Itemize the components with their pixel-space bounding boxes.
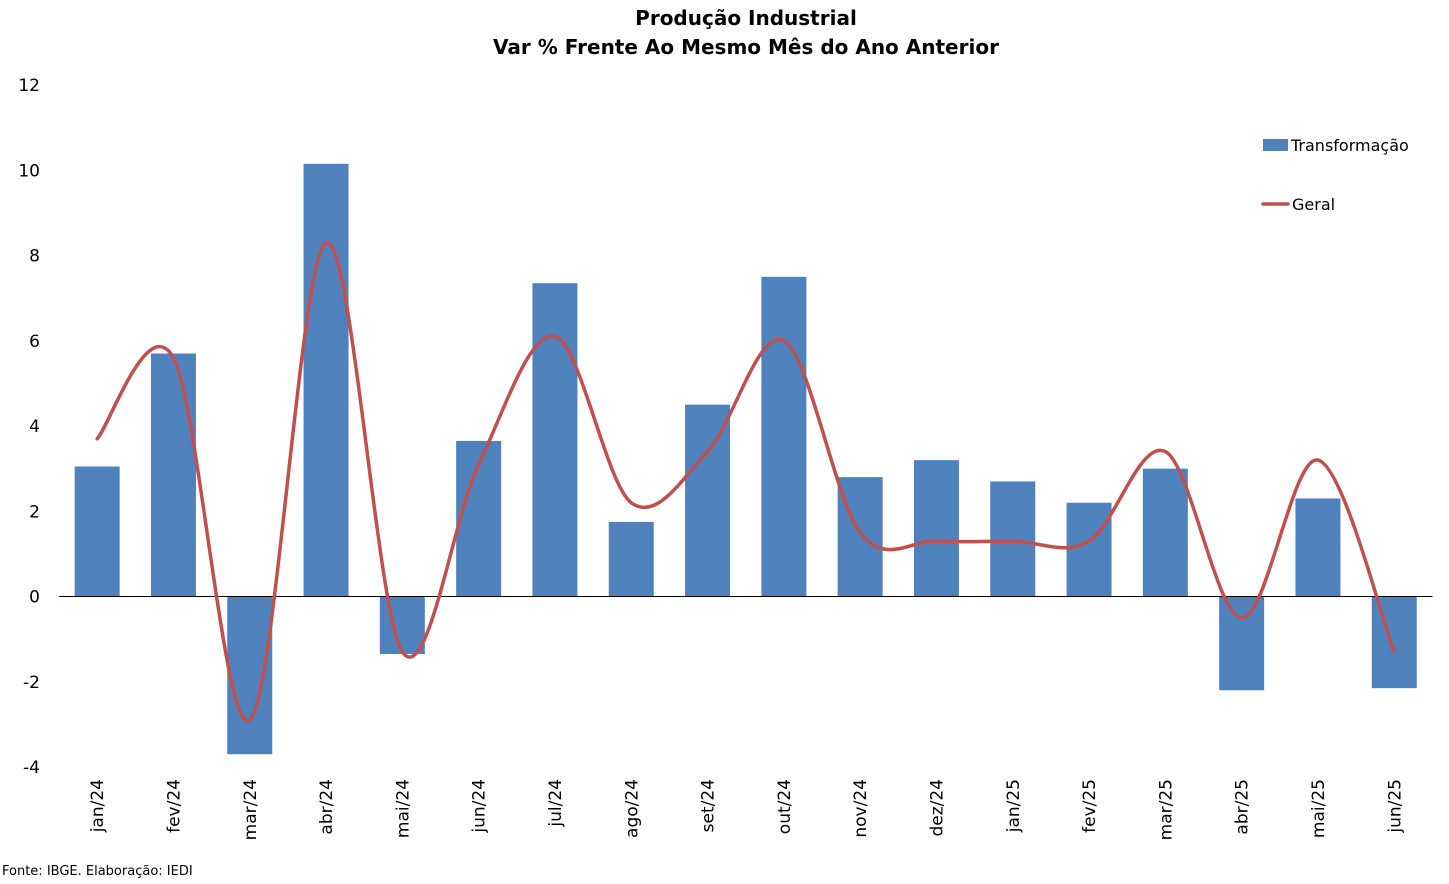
x-tick-label: mar/25 xyxy=(1156,779,1176,840)
bar-fev-24 xyxy=(150,353,196,597)
bar-jul-24 xyxy=(532,283,578,597)
bar-ago-24 xyxy=(608,521,654,597)
x-tick-label: nov/24 xyxy=(851,779,871,838)
bar-mar-25 xyxy=(1142,468,1188,597)
x-tick-label: jun/25 xyxy=(1385,779,1405,834)
x-tick-label: set/24 xyxy=(699,779,719,832)
y-axis: 12 10 8 6 4 2 0 -2 -4 xyxy=(18,76,40,778)
legend: Transformação Geral xyxy=(1261,136,1409,214)
x-axis: jan/24 fev/24 mar/24 abr/24 mai/24 jun/24 jul/… xyxy=(88,779,1405,840)
bar-fev-25 xyxy=(1066,502,1112,597)
y-tick-label: -4 xyxy=(23,758,40,778)
x-tick-label: dez/24 xyxy=(927,779,947,837)
x-tick-label: out/24 xyxy=(775,779,795,834)
x-tick-label: fev/24 xyxy=(164,779,184,833)
x-tick-label: mai/24 xyxy=(393,779,413,838)
x-tick-label: ago/24 xyxy=(622,779,642,838)
bar-out-24 xyxy=(761,276,807,597)
x-tick-label: mar/24 xyxy=(241,779,261,840)
chart-title: Produção Industrial xyxy=(635,6,857,30)
x-tick-label: jan/24 xyxy=(88,779,108,833)
x-tick-label: jan/25 xyxy=(1004,779,1024,833)
x-tick-label: jun/24 xyxy=(470,779,490,834)
bar-mai-25 xyxy=(1295,498,1341,597)
y-tick-label: 12 xyxy=(18,76,40,96)
bar-jan-25 xyxy=(990,481,1036,597)
bar-mar-24 xyxy=(227,596,273,755)
x-tick-label: abr/24 xyxy=(317,779,337,835)
y-tick-label: -2 xyxy=(23,673,40,693)
x-tick-label: abr/25 xyxy=(1233,779,1253,835)
bar-jun-25 xyxy=(1371,596,1417,689)
y-tick-label: 6 xyxy=(29,332,40,352)
legend-label-line: Geral xyxy=(1292,195,1335,214)
y-tick-label: 4 xyxy=(29,417,40,437)
legend-swatch-bar xyxy=(1263,139,1288,151)
bar-dez-24 xyxy=(913,460,959,597)
line-series xyxy=(95,240,1396,723)
y-tick-label: 8 xyxy=(29,247,40,267)
y-tick-label: 2 xyxy=(29,502,40,522)
legend-label-bar: Transformação xyxy=(1290,136,1409,155)
y-tick-label: 10 xyxy=(18,161,40,181)
y-tick-label: 0 xyxy=(29,588,40,608)
bar-abr-24 xyxy=(303,163,349,597)
bar-mai-24 xyxy=(379,596,425,655)
line-geral xyxy=(95,240,1396,723)
bar-series xyxy=(74,163,1417,755)
x-tick-label: fev/25 xyxy=(1080,779,1100,833)
x-tick-label: mai/25 xyxy=(1309,779,1329,838)
bar-jan-24 xyxy=(74,466,120,597)
source-note: Fonte: IBGE. Elaboração: IEDI xyxy=(2,864,193,879)
bar-abr-25 xyxy=(1219,596,1265,691)
bar-set-24 xyxy=(685,404,731,597)
chart-subtitle: Var % Frente Ao Mesmo Mês do Ano Anterio… xyxy=(493,35,999,59)
x-tick-label: jul/24 xyxy=(546,779,566,828)
